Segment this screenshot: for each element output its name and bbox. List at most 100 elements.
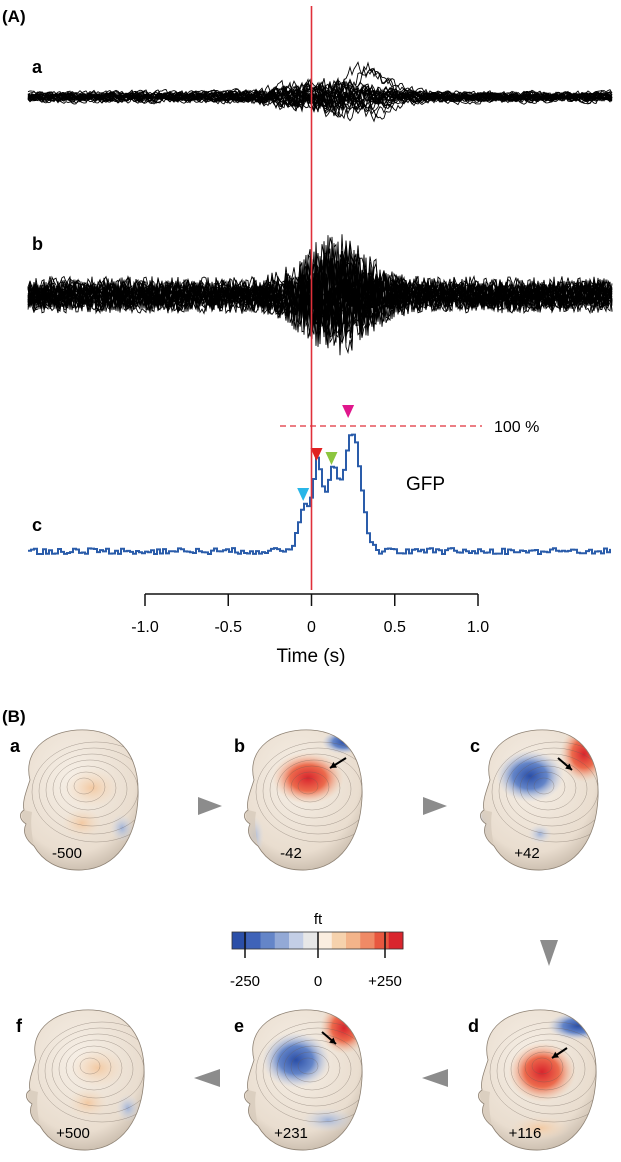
arrowhead-icon (552, 1051, 559, 1058)
colorbar-swatch (346, 932, 361, 949)
time-axis-tick-label: 0 (307, 619, 316, 636)
trace-b-label: b (32, 234, 43, 254)
trace-a-butterfly-plot (27, 61, 613, 123)
trace-a-channel (27, 79, 613, 109)
contour-line (262, 1027, 363, 1115)
arrow-right-icon (423, 797, 447, 815)
field-blob (64, 768, 120, 808)
face-profile (21, 810, 34, 846)
head-field-pattern (31, 741, 139, 843)
head-outline (26, 1009, 145, 1151)
head-map-time: -42 (280, 845, 302, 862)
contour-line (73, 777, 95, 795)
arrowhead-icon (330, 761, 337, 768)
head-map-time: +500 (56, 1125, 90, 1142)
head-outline (480, 729, 599, 871)
gfp-marker-triangle (297, 488, 310, 501)
colorbar (231, 931, 404, 958)
head-field-pattern (37, 1021, 145, 1123)
arrowhead-icon (565, 763, 572, 770)
time-axis-title: Time (s) (277, 646, 346, 667)
colorbar-swatch (246, 932, 261, 949)
colorbar-tick-zero: 0 (314, 973, 322, 990)
time-axis-tick-label: 1.0 (467, 619, 489, 636)
head-map-time: +231 (274, 1125, 308, 1142)
colorbar-swatch (260, 932, 276, 949)
head-outline (478, 1009, 597, 1151)
head-outline (244, 1009, 363, 1151)
colorbar-unit: ft (314, 911, 323, 928)
face-profile (479, 1090, 492, 1126)
peak-label: 100 % (494, 419, 539, 436)
arrow-left-icon (194, 1069, 220, 1087)
contour-line (262, 747, 363, 835)
panel-a-label: (A) (2, 7, 26, 26)
contour-line (297, 777, 319, 795)
trace-a-channel (27, 87, 613, 111)
contour-line (255, 741, 363, 843)
contour-line (517, 1045, 575, 1091)
contour-line (510, 1039, 586, 1099)
contour-line (526, 771, 566, 803)
trace-b-butterfly-plot (27, 234, 613, 356)
colorbar-swatch (360, 932, 375, 949)
gfp-label: GFP (406, 474, 445, 495)
field-blue-pole (548, 1012, 597, 1040)
contour-line (72, 1051, 112, 1083)
colorbar-tick-min: -250 (230, 973, 260, 990)
colorbar-swatch (374, 932, 390, 949)
contour-line (496, 1027, 597, 1115)
head-map-label: b (234, 736, 245, 756)
trace-c-label: c (32, 515, 42, 535)
arrowhead-icon (329, 1037, 336, 1044)
trace-a-channel (27, 67, 613, 108)
contour-line (297, 1057, 319, 1075)
head-map-c: c +42 (470, 729, 599, 871)
time-axis-tick-label: 0.5 (384, 619, 406, 636)
time-axis-tick-label: -0.5 (214, 619, 242, 636)
head-maps: a -500 b -42 c +42 d +116 e +231 f +500 (10, 729, 599, 1151)
head-map-time: -500 (52, 845, 82, 862)
head-map-label: c (470, 736, 480, 756)
head-map-label: f (16, 1016, 23, 1036)
face-profile (481, 810, 494, 846)
contour-line (59, 765, 117, 811)
contour-line (38, 747, 139, 835)
face-profile (245, 810, 258, 846)
arrow-left-icon (422, 1069, 448, 1087)
face-profile (245, 1090, 258, 1126)
arrow-right-icon (198, 797, 222, 815)
contour-line (524, 1051, 564, 1083)
colorbar-swatch (232, 932, 247, 949)
contour-line (512, 759, 588, 819)
head-map-time: +116 (509, 1125, 542, 1142)
arrow-down-icon (540, 940, 558, 966)
head-map-label: e (234, 1016, 244, 1036)
gfp-path (28, 433, 611, 555)
contour-line (290, 771, 330, 803)
contour-line (531, 1057, 553, 1075)
head-outline (244, 729, 363, 871)
contour-line (489, 1021, 597, 1123)
contour-line (65, 1045, 123, 1091)
trace-a-label: a (32, 57, 43, 77)
contour-line (52, 759, 128, 819)
contour-line (491, 741, 599, 843)
contour-line (533, 777, 555, 795)
contour-line (37, 1021, 145, 1123)
gfp-markers (297, 405, 355, 501)
contour-line (276, 759, 352, 819)
head-map-f: f +500 (16, 1009, 145, 1151)
field-red-pole (508, 1042, 576, 1102)
contour-line (255, 1021, 363, 1123)
head-map-time: +42 (514, 845, 539, 862)
head-map-label: a (10, 736, 21, 756)
head-map-e: e +231 (234, 1009, 363, 1151)
colorbar-swatch (388, 932, 404, 949)
contour-line (66, 771, 106, 803)
head-map-b: b -42 (234, 729, 363, 871)
colorbar-swatch (331, 932, 347, 949)
contour-line (276, 1039, 352, 1099)
trace-b-channel (27, 274, 613, 355)
